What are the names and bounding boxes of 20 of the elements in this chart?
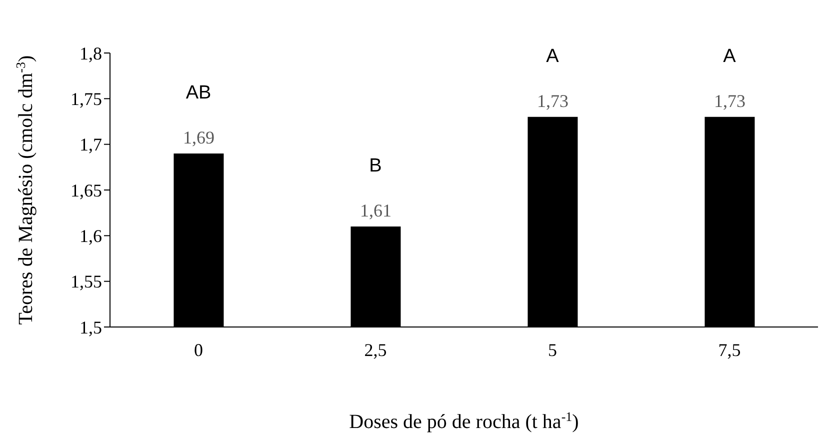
- data-label: 1,61: [360, 200, 392, 221]
- y-tick-label: 1,65: [70, 180, 102, 200]
- x-tick-label: 7,5: [718, 340, 741, 360]
- x-tick-label: 5: [548, 340, 557, 360]
- annotation: A: [723, 46, 736, 67]
- data-label: 1,73: [536, 90, 568, 111]
- y-tick-label: 1,7: [80, 134, 102, 155]
- x-tick-label: 2,5: [364, 340, 387, 360]
- annotation: A: [546, 46, 560, 67]
- annotation: B: [369, 156, 382, 177]
- x-axis-title: Doses de pó de rocha (t ha$^{-1}$): [349, 408, 579, 433]
- data-label: 1,73: [714, 90, 746, 111]
- y-tick-label: 1,5: [80, 317, 102, 338]
- x-tick-label: 0: [194, 340, 203, 360]
- y-tick-label: 1,75: [70, 89, 102, 110]
- data-label: 1,69: [182, 127, 214, 148]
- y-tick-label: 1,8: [80, 43, 102, 64]
- y-tick-label: 1,55: [70, 272, 102, 292]
- annotation: AB: [186, 82, 212, 104]
- y-tick-label: 1,6: [80, 226, 102, 246]
